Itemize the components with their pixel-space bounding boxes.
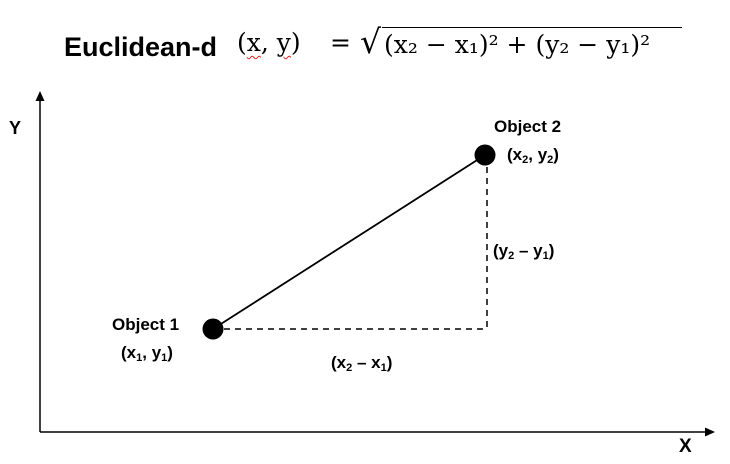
sqrt-vinculum (382, 27, 682, 28)
formula-radicand: (x₂ − x₁)² + (y₂ − y₁)² (384, 30, 651, 59)
formula-name: Euclidean-d (64, 32, 218, 62)
distance-line (212, 154, 486, 330)
formula-equals: = (330, 28, 351, 57)
x-axis-label: X (679, 436, 692, 457)
formula: Euclidean-d (x, y) = √ (x₂ − x₁)² + (y₂ … (64, 22, 704, 72)
object1-coords: (x1, y1) (121, 343, 173, 364)
object2-coords: (x2, y2) (507, 145, 559, 166)
delta-y-label: (y2 – y1) (493, 241, 555, 262)
formula-args: (x, y) (237, 28, 301, 57)
formula-arg-y: y (276, 28, 291, 57)
object1-name: Object 1 (112, 315, 180, 334)
sqrt-sign: √ (360, 22, 382, 61)
y-axis-label: Y (9, 118, 22, 138)
delta-x-label: (x2 – x1) (331, 353, 393, 374)
x-axis-arrowhead (705, 427, 715, 437)
formula-arg-x: x (246, 28, 261, 57)
object2-point (474, 144, 496, 166)
y-axis-arrowhead (35, 91, 45, 101)
object2-name: Object 2 (494, 117, 562, 136)
object1-point (202, 318, 224, 340)
